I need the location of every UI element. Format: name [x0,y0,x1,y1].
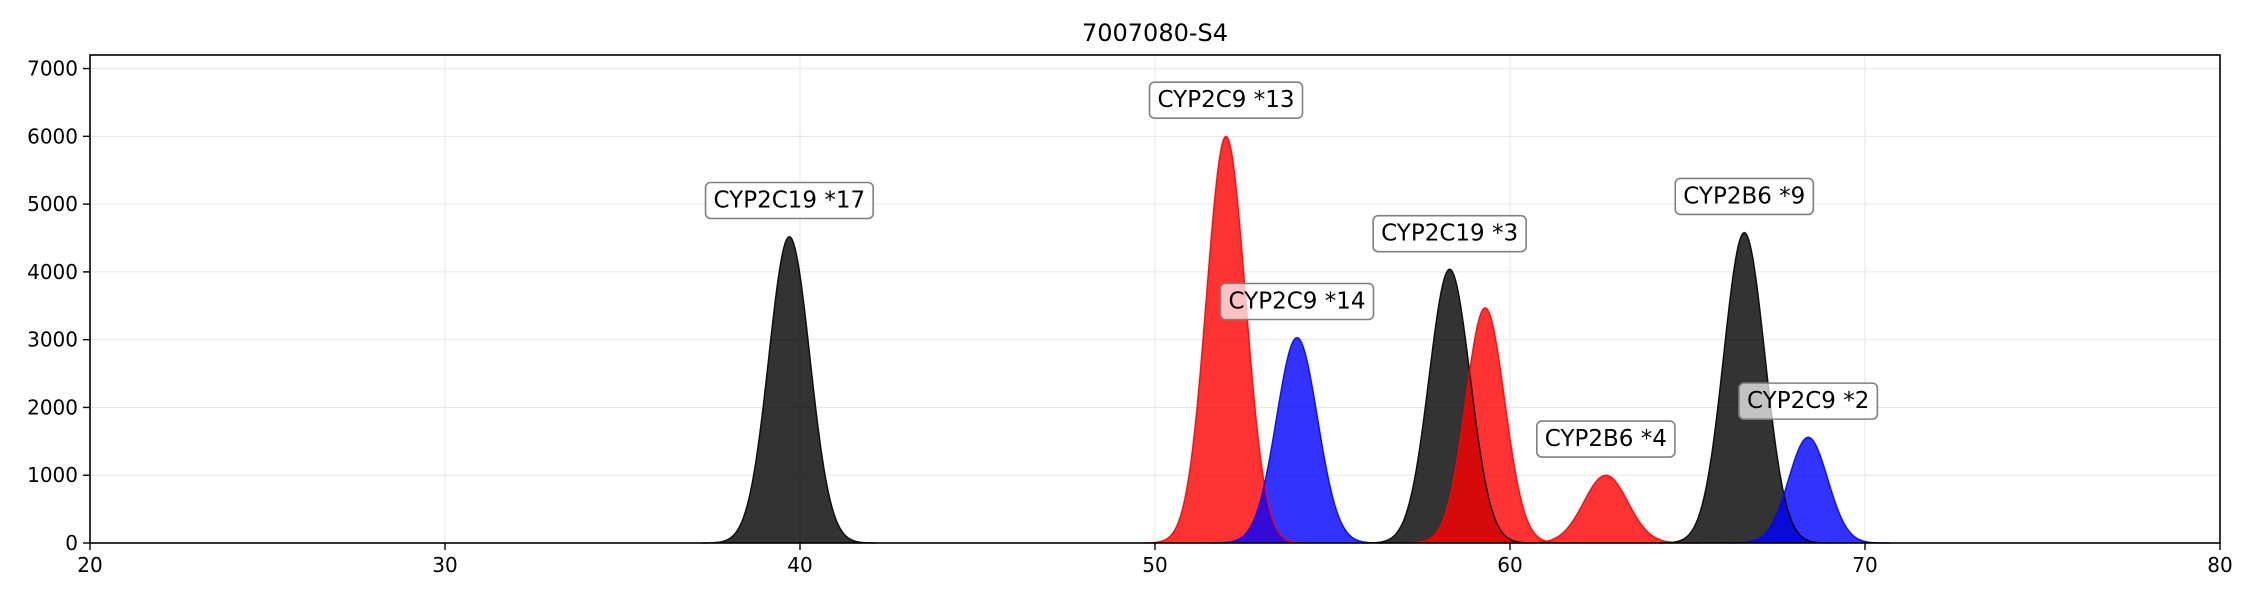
peak-area [1726,437,1891,543]
x-tick-label: 30 [432,553,457,577]
peak-label-text: CYP2C9 *13 [1158,87,1295,113]
peak-label: CYP2C9 *14 [1219,282,1375,321]
chart-title: 7007080-S4 [1082,19,1228,47]
peak-outline [1210,336,1384,544]
peak-label-text: CYP2C9 *2 [1747,388,1869,414]
peak-label-text: CYP2B6 *9 [1683,183,1805,209]
x-tick-label: 70 [1852,553,1877,577]
peak-outline [1403,307,1568,544]
peak-label: CYP2C9 *13 [1148,81,1304,119]
peak-label-box [1674,177,1815,216]
peak-label-box [1372,214,1527,253]
peak-annotations: CYP2C19 *17 CYP2C9 *13 CYP2C9 *14 CYP2C19 *… [704,81,1879,458]
peak-area [1143,136,1309,543]
peak-label-box [1219,282,1375,321]
y-tick-label: 1000 [27,463,78,487]
y-tick-label: 2000 [27,395,78,419]
y-tick-label: 7000 [27,57,78,81]
x-tick-label: 60 [1497,553,1522,577]
peak-label-text: CYP2C9 *14 [1229,288,1366,314]
peak-outline [1513,474,1699,544]
peak-outline [1657,231,1831,544]
peak-label-text: CYP2C19 *17 [714,188,866,214]
x-tick-label: 40 [787,553,812,577]
peak-label-text: CYP2C19 *3 [1381,221,1518,247]
grid [89,55,2221,544]
peak-area [1363,269,1537,543]
peak-label-box [1738,382,1879,420]
peak-label-text: CYP2B6 *4 [1545,426,1667,452]
peak-label: CYP2C19 *3 [1372,214,1527,253]
peak-outline [1363,268,1537,544]
y-tick-label: 6000 [27,124,78,148]
peak-label: CYP2C19 *17 [704,181,874,220]
peak-label: CYP2C9 *2 [1738,382,1879,420]
peak-area [1210,337,1384,543]
y-tick-label: 4000 [27,260,78,284]
y-tick-label: 0 [65,531,78,555]
x-tick-label: 20 [77,553,102,577]
x-tick-label: 80 [2207,553,2232,577]
peak-area [702,236,876,543]
peak-label-box [704,181,874,220]
peak-label-box [1148,81,1304,119]
x-tick-label: 50 [1142,553,1167,577]
peak-outlines [702,135,1891,544]
y-tick-label: 3000 [27,328,78,352]
peak-outline [1726,436,1891,544]
peak-area [1513,475,1699,543]
axes: 20 30 40 50 60 70 80 0 1000 2000 3000 4000 5000 6000 7… [27,57,2233,577]
peak-label: CYP2B6 *4 [1536,420,1676,458]
peak-area [1403,307,1568,543]
peak-outline [1143,135,1309,544]
peak-outline [702,235,876,544]
y-tick-label: 5000 [27,192,78,216]
peak-label: CYP2B6 *9 [1674,177,1815,216]
peak-label-box [1536,420,1676,458]
